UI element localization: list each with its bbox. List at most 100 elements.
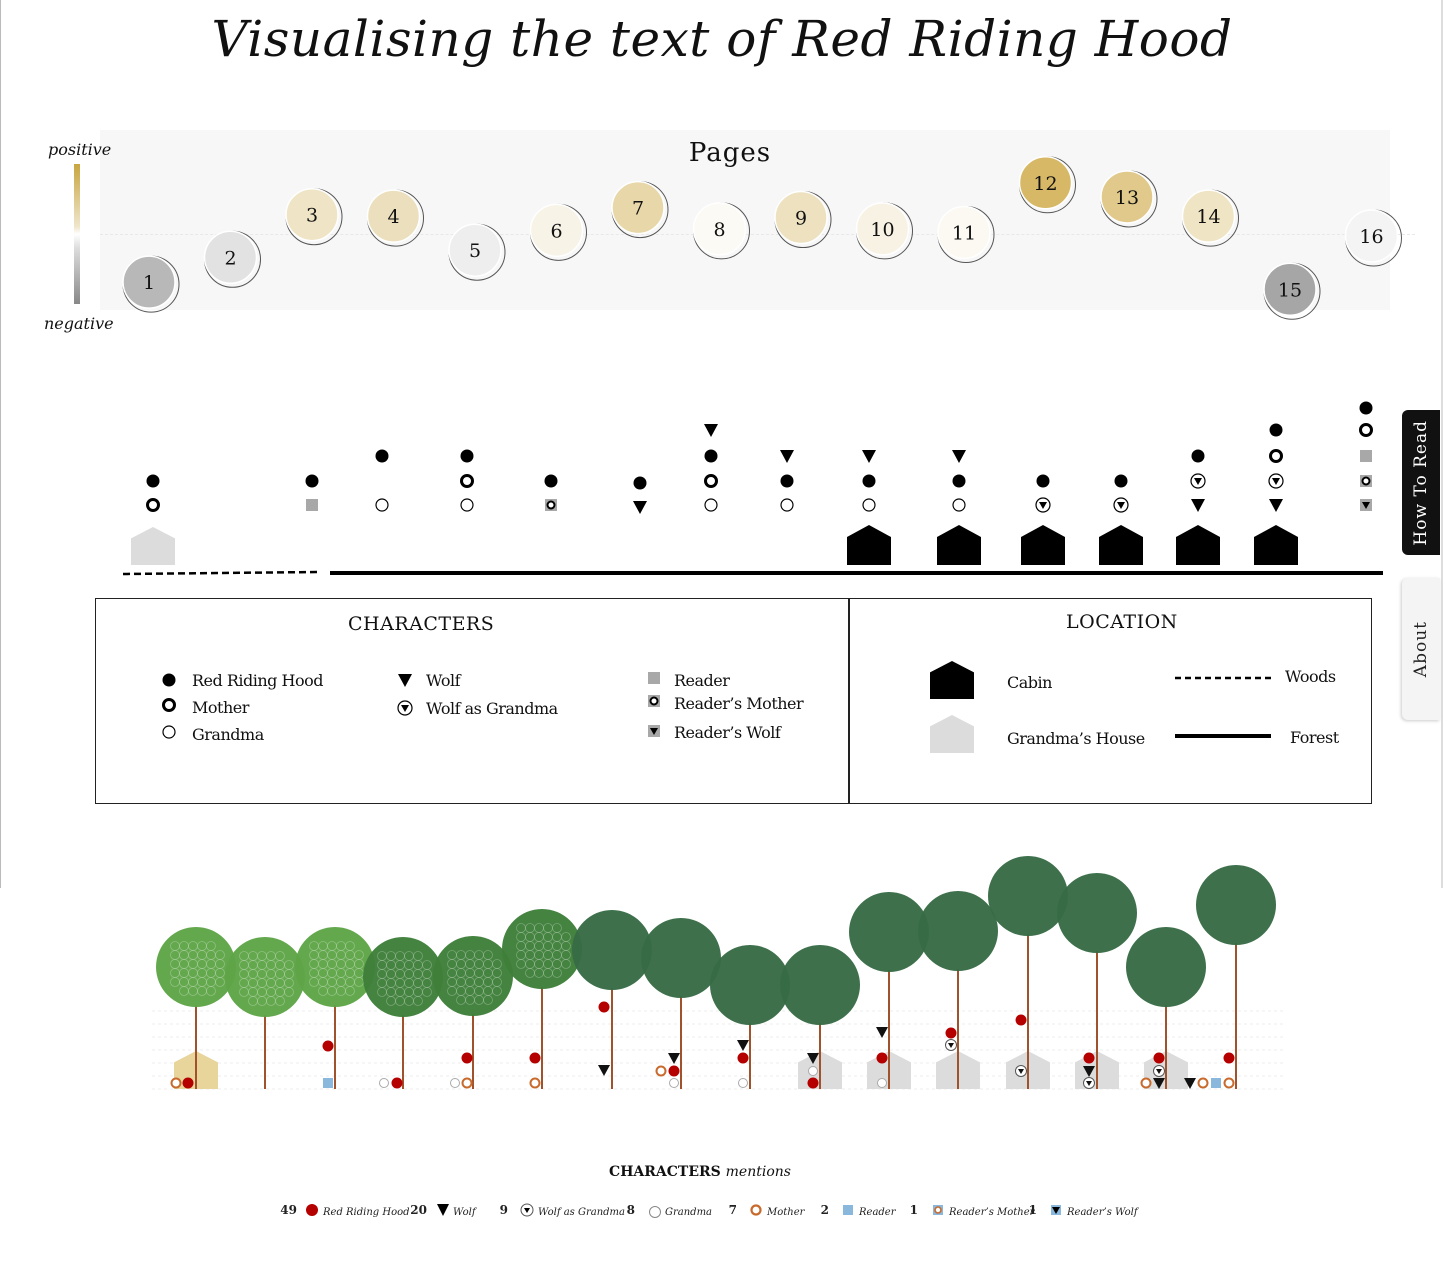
page-bubble bbox=[774, 190, 828, 245]
wolf-marker bbox=[1083, 1066, 1095, 1077]
mentions-label: Wolf bbox=[453, 1207, 478, 1218]
tree-crown-texture bbox=[561, 959, 571, 969]
tree-crown-texture bbox=[215, 950, 225, 960]
grandma-symbol bbox=[862, 498, 876, 512]
wolf-symbol bbox=[780, 450, 794, 463]
tree-crown-texture bbox=[309, 941, 319, 951]
tree-crown-texture bbox=[327, 941, 337, 951]
tree-crown-texture bbox=[345, 977, 355, 987]
page-bubble bbox=[1263, 262, 1317, 316]
readers-wolf-triangle bbox=[649, 727, 658, 735]
tree-crown-texture bbox=[275, 987, 285, 997]
readers-mother-ring bbox=[1361, 476, 1371, 486]
wolf-as-grandma-triangle bbox=[1194, 478, 1202, 485]
mentions-readers-mother-ring bbox=[934, 1206, 942, 1214]
tree-crown bbox=[156, 927, 236, 1007]
grandma-symbol bbox=[952, 498, 966, 512]
about-label: About bbox=[1411, 620, 1431, 678]
page-bubble bbox=[937, 205, 991, 260]
cabin-house bbox=[1099, 525, 1143, 565]
tree-crown-texture bbox=[447, 950, 457, 960]
about-tab[interactable]: About bbox=[1402, 578, 1440, 720]
tree-crown-texture bbox=[474, 977, 484, 987]
mentions-grandma-symbol bbox=[649, 1206, 661, 1218]
how-to-read-label: How To Read bbox=[1411, 419, 1431, 546]
tree-crown bbox=[710, 945, 790, 1025]
page-bubble-label: 1 bbox=[143, 272, 155, 294]
tree-crown-texture bbox=[395, 987, 405, 997]
tree-crown-texture bbox=[395, 951, 405, 961]
rrh-marker bbox=[529, 1052, 541, 1064]
tree-crown-texture bbox=[284, 969, 294, 979]
how-to-read-tab[interactable]: How To Read bbox=[1402, 410, 1440, 555]
mother-symbol bbox=[146, 498, 160, 512]
tree-crown-texture bbox=[561, 941, 571, 951]
tree-crown-texture bbox=[483, 977, 493, 987]
red-riding-hood-symbol bbox=[544, 474, 558, 488]
wolf-marker bbox=[668, 1053, 680, 1064]
tree-crown-texture bbox=[404, 996, 414, 1006]
tree-crown-texture bbox=[327, 986, 337, 996]
mentions-label: Grandma bbox=[665, 1207, 712, 1218]
tree-crown-texture bbox=[284, 978, 294, 988]
scale-negative-label: negative bbox=[44, 314, 114, 333]
cabin-house bbox=[1254, 525, 1298, 565]
tree-crown-texture bbox=[456, 977, 466, 987]
mentions-count: 49 bbox=[280, 1203, 297, 1217]
tree-crown-texture bbox=[197, 968, 207, 978]
cabin-house bbox=[847, 525, 891, 565]
wolf-symbol bbox=[952, 450, 966, 463]
grandma-marker bbox=[808, 1066, 818, 1076]
tree-crown-texture bbox=[275, 969, 285, 979]
tree-crown-texture bbox=[465, 995, 475, 1005]
mother-marker bbox=[1223, 1077, 1235, 1089]
legend-location-title: LOCATION bbox=[1066, 611, 1178, 633]
mentions-wag-tri bbox=[524, 1208, 530, 1213]
tree-crown bbox=[295, 927, 375, 1007]
tree-crown-texture bbox=[483, 986, 493, 996]
mentions-count: 20 bbox=[410, 1203, 427, 1217]
mother-marker bbox=[461, 1077, 473, 1089]
tree-crown-texture bbox=[266, 996, 276, 1006]
tree-crown-texture bbox=[395, 996, 405, 1006]
rrh-marker bbox=[1015, 1014, 1027, 1026]
page-title: Visualising the text of Red Riding Hood bbox=[211, 10, 1233, 68]
red-riding-hood-symbol bbox=[375, 449, 389, 463]
tree-crown-texture bbox=[395, 969, 405, 979]
rrh-marker bbox=[1223, 1052, 1235, 1064]
mother-symbol bbox=[161, 697, 176, 712]
page-bubble bbox=[611, 180, 665, 235]
tree-crown-texture bbox=[492, 968, 502, 978]
mentions-label: Reader’s Wolf bbox=[1066, 1207, 1140, 1218]
tree-crown-texture bbox=[395, 960, 405, 970]
tree-crown-texture bbox=[179, 959, 189, 969]
mentions-reader-symbol bbox=[843, 1205, 853, 1215]
tree-crown-texture bbox=[447, 968, 457, 978]
tree-crown-texture bbox=[422, 987, 432, 997]
tree-crown-texture bbox=[309, 950, 319, 960]
page-bubble bbox=[1100, 170, 1154, 224]
tree-crown-texture bbox=[179, 941, 189, 951]
tree-crown-texture bbox=[404, 978, 414, 988]
legend-symbols bbox=[161, 660, 1271, 753]
tree-crown-texture bbox=[239, 951, 249, 961]
tree-crown-texture bbox=[525, 959, 535, 969]
tree-crown-texture bbox=[525, 941, 535, 951]
cabin-house bbox=[937, 525, 981, 565]
tree-crown-texture bbox=[516, 932, 526, 942]
tree-crown bbox=[918, 891, 998, 971]
tree-crown-texture bbox=[456, 986, 466, 996]
tree-crown-texture bbox=[206, 959, 216, 969]
cabin-house bbox=[1021, 525, 1065, 565]
page-bubble-label: 6 bbox=[550, 220, 562, 242]
tree-crown-texture bbox=[386, 951, 396, 961]
tree-crown-texture bbox=[543, 968, 553, 978]
cabin-house bbox=[1176, 525, 1220, 565]
tree-crown-texture bbox=[447, 977, 457, 987]
tree-crown-texture bbox=[275, 951, 285, 961]
readers-wolf-triangle bbox=[1362, 502, 1370, 509]
mentions-count: 2 bbox=[821, 1203, 829, 1217]
mentions-label: Red Riding Hood bbox=[322, 1207, 410, 1218]
tree-crown-texture bbox=[465, 986, 475, 996]
tree-crown-texture bbox=[197, 950, 207, 960]
